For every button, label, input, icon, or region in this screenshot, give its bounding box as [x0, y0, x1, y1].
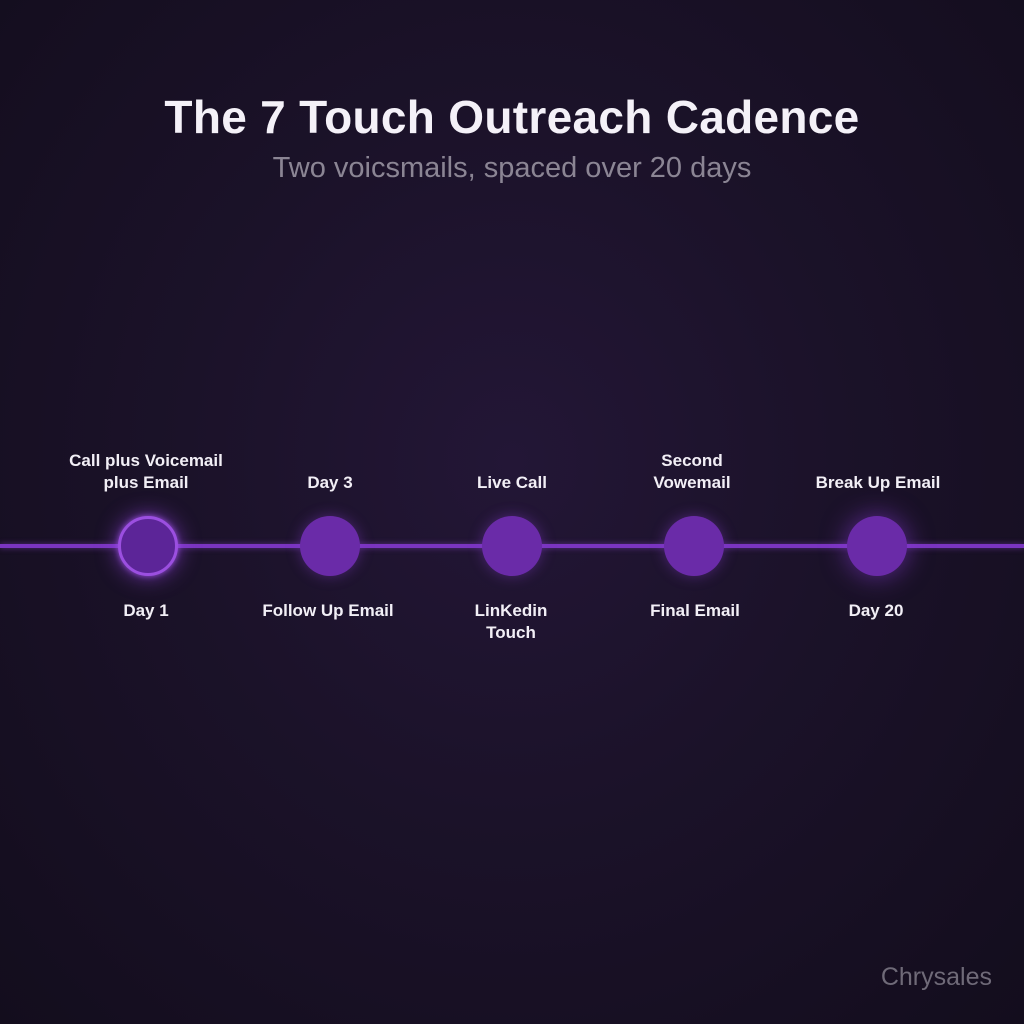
timeline-node-3 [482, 516, 542, 576]
step-1-bottom-label: Day 1 [123, 601, 169, 620]
brand-watermark: Chrysales [880, 963, 992, 991]
step-3-bottom-label: LinKedin Touch [474, 601, 548, 642]
step-5-top-label: Break Up Email [815, 473, 941, 492]
diagram-subtitle: Two voicsmails, spaced over 20 days [272, 152, 752, 184]
step-5-bottom-label: Day 20 [848, 601, 904, 620]
step-3-top-label: Live Call [477, 473, 547, 492]
timeline-node-1 [118, 516, 178, 576]
step-2-bottom-label: Follow Up Email [262, 601, 394, 620]
step-4-bottom-label: Final Email [650, 601, 740, 620]
timeline-node-4 [664, 516, 724, 576]
timeline-node-5 [847, 516, 907, 576]
step-1-top-label: Call plus Voicemail plus Email [69, 451, 223, 492]
step-2-top-label: Day 3 [307, 473, 353, 492]
timeline-node-2 [300, 516, 360, 576]
diagram-title: The 7 Touch Outreach Cadence [164, 91, 860, 143]
step-4-top-label: Second Vowemail [653, 451, 731, 492]
